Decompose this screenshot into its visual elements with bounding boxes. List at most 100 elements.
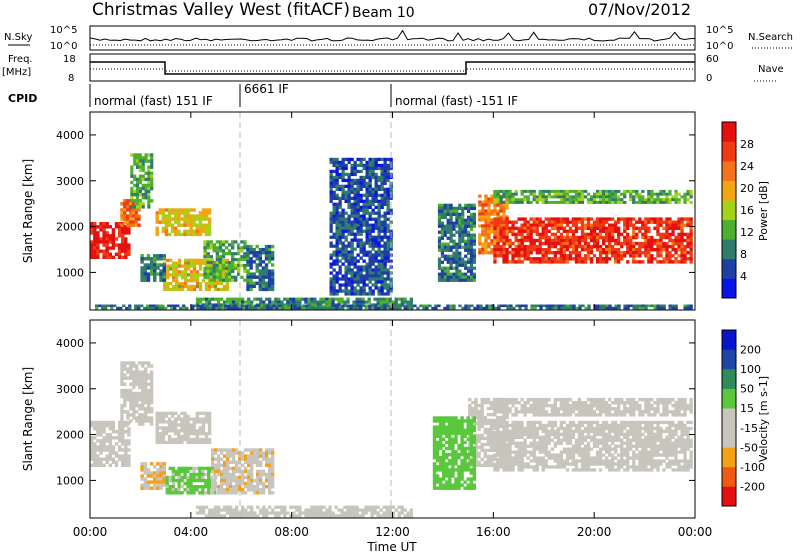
heatmap-cell xyxy=(656,306,660,310)
heatmap-cell xyxy=(267,278,272,282)
heatmap-cell xyxy=(218,258,223,262)
heatmap-cell xyxy=(377,217,381,221)
heatmap-cell xyxy=(403,514,407,518)
heatmap-cell xyxy=(329,181,333,185)
heatmap-cell xyxy=(262,485,266,489)
heatmap-cell xyxy=(93,240,97,244)
heatmap-cell xyxy=(595,241,600,246)
heatmap-cell xyxy=(368,244,372,248)
heatmap-cell xyxy=(141,364,145,368)
heatmap-cell xyxy=(117,231,122,235)
heatmap-cell xyxy=(571,195,576,199)
heatmap-cell xyxy=(201,417,206,421)
heatmap-cell xyxy=(132,401,136,405)
heatmap-cell xyxy=(222,276,226,280)
heatmap-cell xyxy=(335,304,339,308)
heatmap-cell xyxy=(186,211,190,215)
heatmap-cell xyxy=(614,254,618,258)
heatmap-cell xyxy=(617,217,621,221)
heatmap-cell xyxy=(105,252,109,256)
heatmap-cell xyxy=(296,306,300,310)
heatmap-cell xyxy=(99,228,103,232)
heatmap-cell xyxy=(164,220,169,224)
heatmap-cell xyxy=(111,255,116,259)
heatmap-cell xyxy=(458,230,462,234)
heatmap-cell xyxy=(210,475,214,480)
heatmap-cell xyxy=(689,200,693,204)
heatmap-cell xyxy=(668,254,672,258)
heatmap-cell xyxy=(238,457,242,461)
heatmap-cell xyxy=(449,218,453,222)
heatmap-cell xyxy=(353,292,357,296)
heatmap-cell xyxy=(458,242,462,246)
heatmap-cell xyxy=(141,183,145,188)
heatmap-cell xyxy=(126,217,130,221)
heatmap-cell xyxy=(605,198,609,202)
heatmap-cell xyxy=(217,457,221,461)
heatmap-cell xyxy=(641,220,645,224)
heatmap-cell xyxy=(189,273,194,277)
heatmap-cell xyxy=(147,361,151,365)
heatmap-cell xyxy=(96,463,100,467)
heatmap-cell xyxy=(529,192,533,196)
heatmap-cell xyxy=(586,254,591,258)
heatmap-cell xyxy=(574,244,579,249)
heatmap-cell xyxy=(452,212,456,216)
heatmap-cell xyxy=(458,304,462,308)
heatmap-cell xyxy=(217,297,221,301)
heatmap-cell xyxy=(184,261,188,265)
heatmap-cell xyxy=(356,205,360,209)
heatmap-cell xyxy=(129,401,133,405)
heatmap-cell xyxy=(352,508,356,512)
heatmap-cell xyxy=(380,184,384,188)
heatmap-cell xyxy=(477,451,481,455)
heatmap-cell xyxy=(262,472,266,477)
heatmap-cell xyxy=(255,269,259,273)
heatmap-cell xyxy=(198,232,203,237)
heatmap-cell xyxy=(146,266,151,270)
heatmap-cell xyxy=(520,192,524,196)
heatmap-cell xyxy=(114,460,119,464)
heatmap-cell xyxy=(385,505,389,509)
heatmap-cell xyxy=(611,244,615,249)
heatmap-cell xyxy=(102,430,106,434)
heatmap-cell xyxy=(517,241,521,246)
heatmap-cell xyxy=(140,272,144,276)
heatmap-cell xyxy=(335,208,339,212)
heatmap-cell xyxy=(180,440,184,444)
heatmap-cell xyxy=(147,205,151,209)
heatmap-cell xyxy=(374,244,378,248)
heatmap-cell xyxy=(218,240,223,244)
heatmap-cell xyxy=(265,508,269,512)
heatmap-cell xyxy=(271,511,275,515)
heatmap-cell xyxy=(358,297,362,301)
heatmap-cell xyxy=(271,460,275,464)
heatmap-cell xyxy=(167,426,172,430)
heatmap-cell xyxy=(258,269,262,273)
heatmap-cell xyxy=(135,401,139,405)
heatmap-cell xyxy=(167,214,172,218)
heatmap-cell xyxy=(481,227,485,231)
heatmap-cell xyxy=(177,472,181,477)
heatmap-cell xyxy=(455,248,459,252)
heatmap-cell xyxy=(265,485,269,489)
heatmap-cell xyxy=(218,304,222,308)
heatmap-cell xyxy=(226,469,230,474)
heatmap-cell xyxy=(292,514,296,518)
heatmap-cell xyxy=(337,303,341,307)
heatmap-cell xyxy=(96,433,100,437)
heatmap-cell xyxy=(443,224,447,228)
heatmap-cell xyxy=(359,217,363,221)
heatmap-cell xyxy=(490,212,494,216)
heatmap-cell xyxy=(557,306,561,310)
heatmap-cell xyxy=(237,272,241,276)
heatmap-cell xyxy=(120,364,124,368)
heatmap-cell xyxy=(353,163,357,168)
heatmap-cell xyxy=(329,289,333,293)
heatmap-cell xyxy=(251,306,255,310)
heatmap-cell xyxy=(335,166,339,171)
freq-trace xyxy=(90,61,695,75)
heatmap-cell xyxy=(293,306,297,310)
heatmap-cell xyxy=(376,300,380,304)
heatmap-cell xyxy=(224,304,228,308)
